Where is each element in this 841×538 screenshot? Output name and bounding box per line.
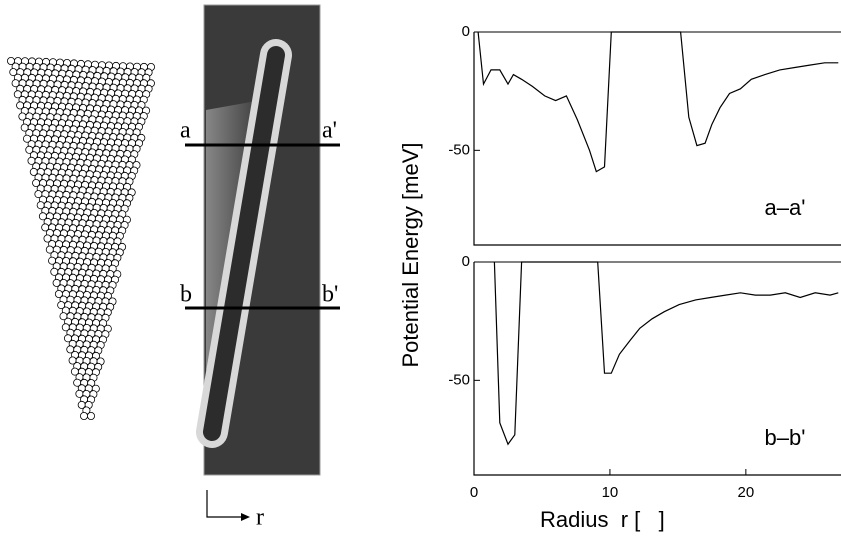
y-tick-label: -50 [448, 371, 470, 388]
y-tick-label: -50 [448, 141, 470, 158]
cut-label: b [180, 282, 192, 308]
nanotube-cone [7, 57, 155, 420]
cut-label: b' [322, 282, 338, 308]
x-axis-label: Radius r [ ] [540, 507, 665, 532]
data-line [477, 31, 839, 173]
atom [87, 411, 96, 420]
y-axis-label: Potential Energy [meV] [398, 142, 423, 367]
x-tick-label: 10 [602, 484, 619, 501]
density-image [196, 4, 321, 476]
cut-label: a' [322, 118, 337, 144]
y-tick-label: 0 [462, 23, 470, 40]
plot-frame [473, 32, 841, 246]
x-tick-label: 0 [470, 484, 478, 501]
axis-label-r: r [256, 505, 264, 531]
data-line [493, 261, 839, 446]
y-tick-label: 0 [462, 253, 470, 270]
x-tick-label: 20 [738, 484, 755, 501]
arrow-head [241, 513, 250, 521]
axis-arrow [206, 490, 244, 518]
atom [80, 411, 89, 420]
annotation: a–a' [765, 195, 806, 220]
annotation: b–b' [765, 425, 806, 450]
cut-label: a [180, 118, 191, 144]
